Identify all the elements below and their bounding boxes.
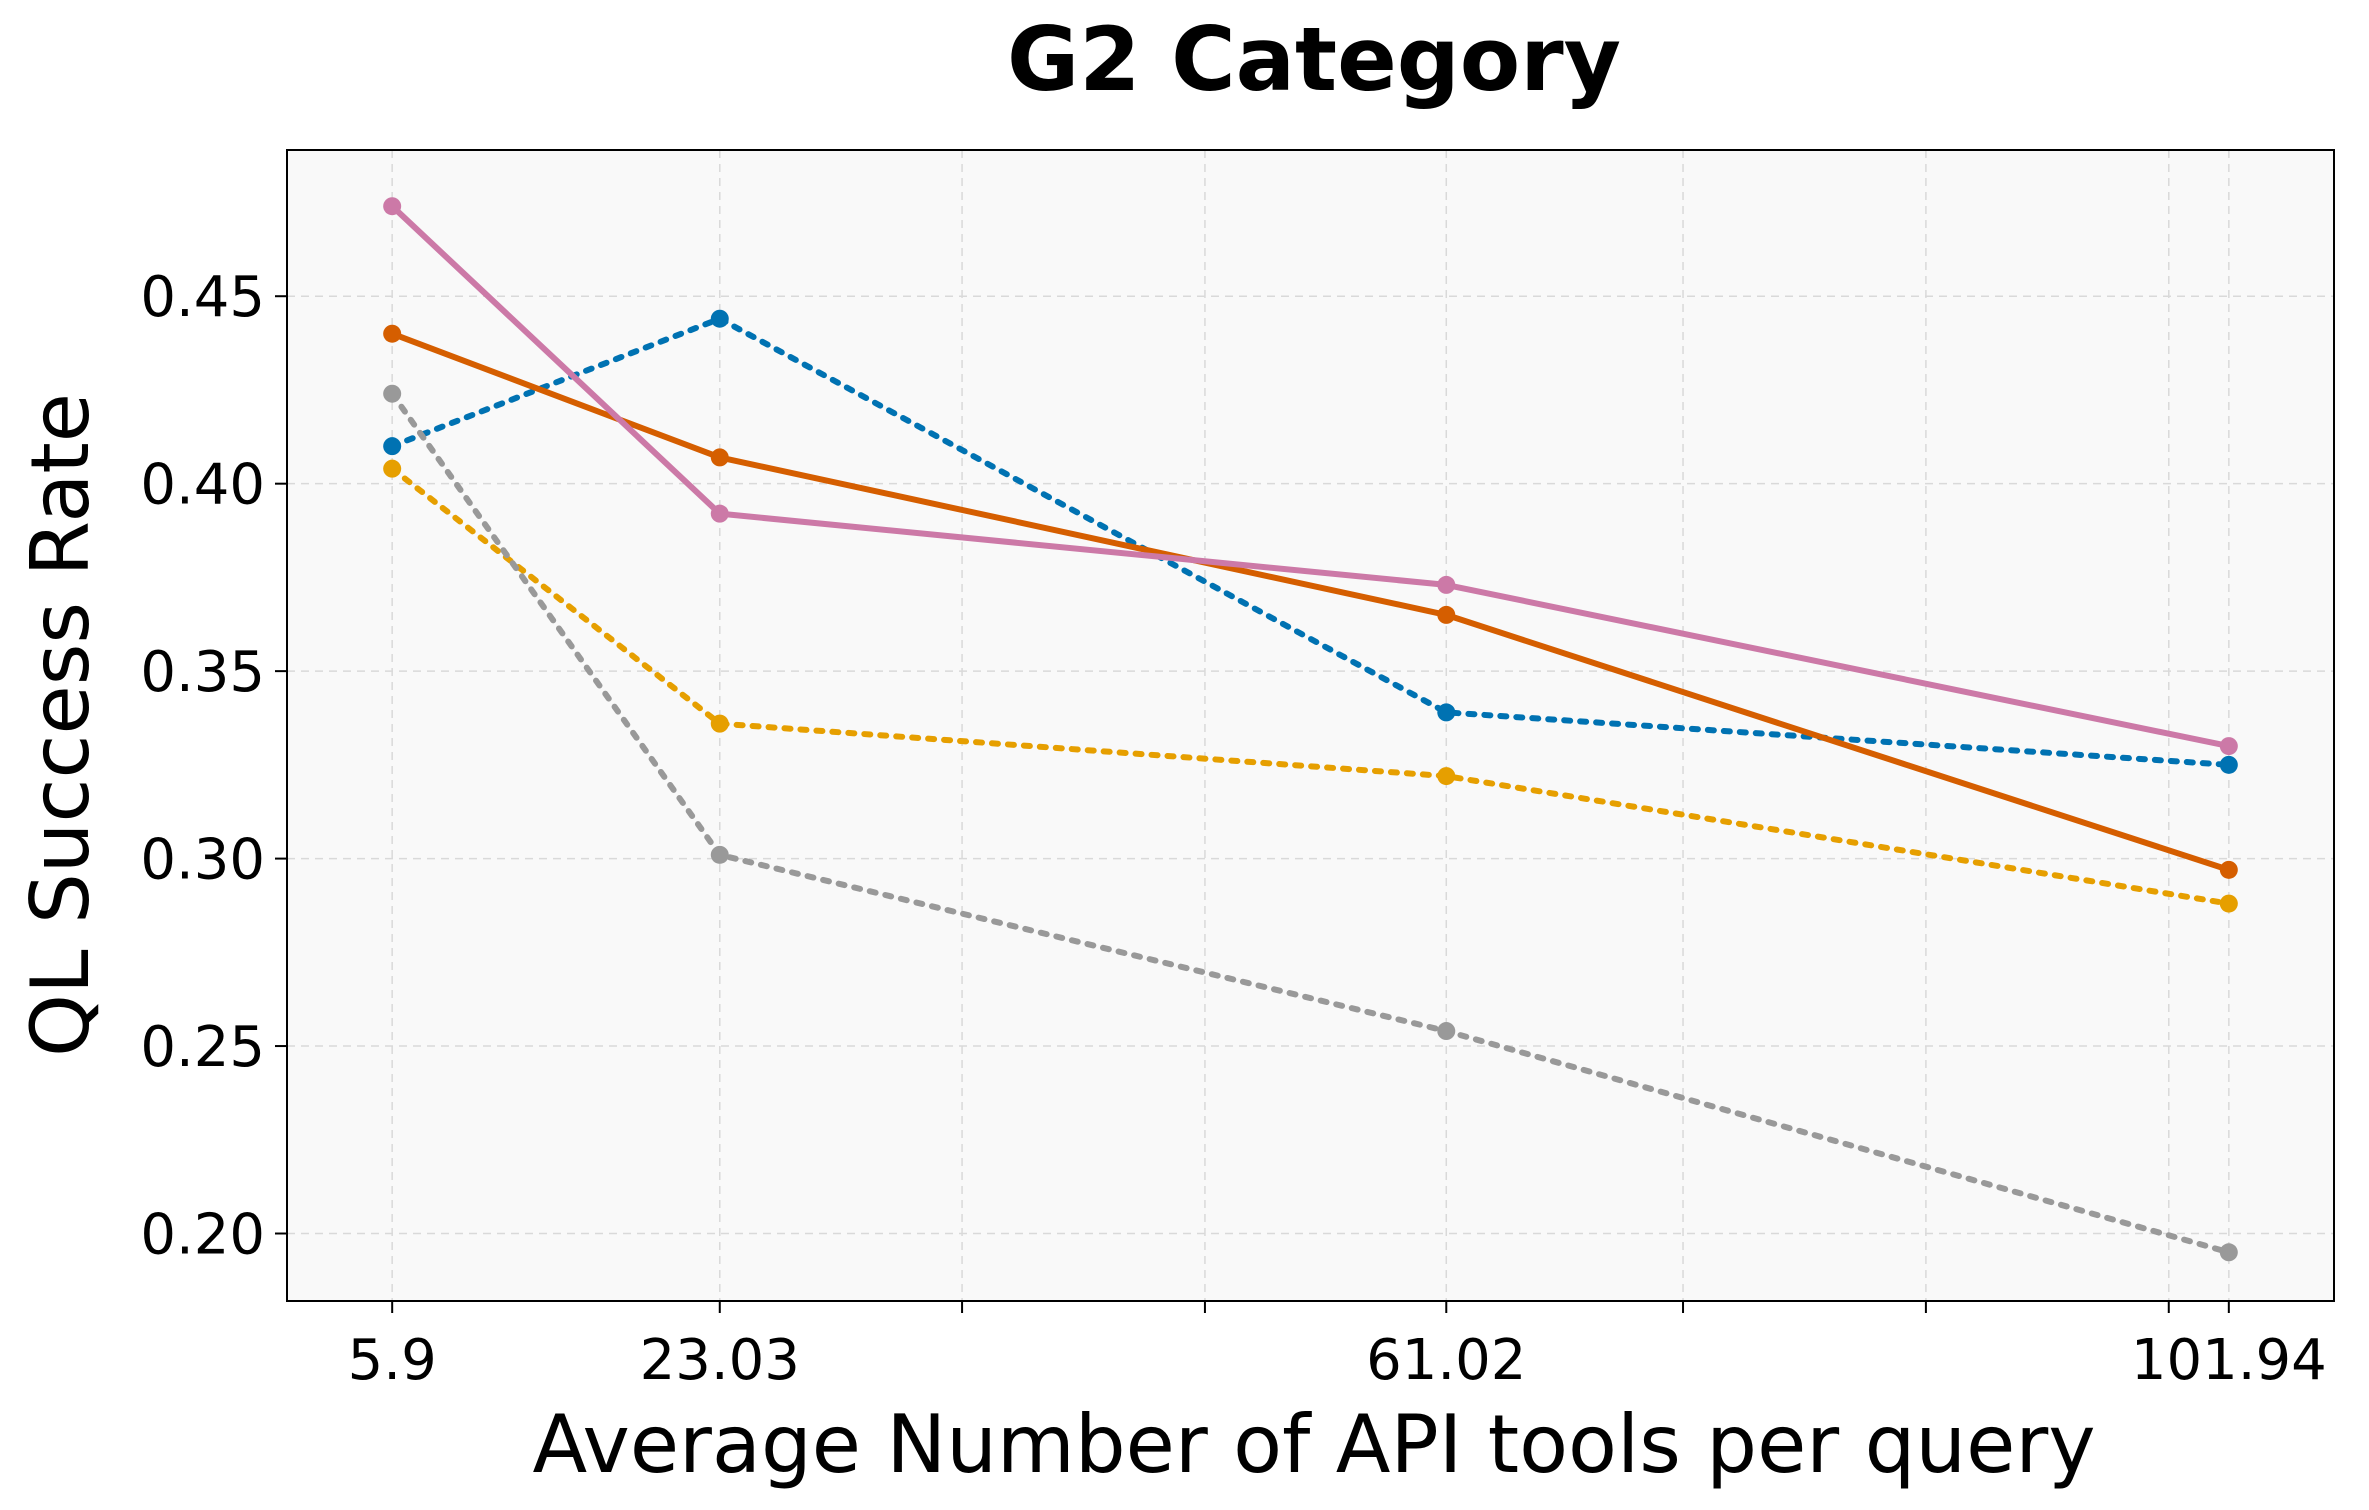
data-point [1437, 703, 1456, 722]
y-tick-label: 0.40 [140, 453, 265, 518]
x-axis: 5.9 23.03 61.02 101.94 [348, 1301, 2327, 1393]
series-line [389, 203, 2232, 750]
data-point [710, 714, 729, 733]
x-tick-label: 23.03 [640, 1328, 800, 1393]
data-point [1437, 767, 1456, 786]
y-tick-label: 0.45 [140, 265, 265, 330]
series-5 [383, 197, 2238, 756]
x-tick-label: 61.02 [1366, 1328, 1526, 1393]
data-point [2219, 755, 2238, 774]
series-line [389, 315, 2232, 768]
data-point [383, 197, 402, 216]
series-1 [383, 309, 2238, 774]
data-point [1437, 575, 1456, 594]
data-point [2219, 1243, 2238, 1262]
data-point [710, 845, 729, 864]
data-point [710, 309, 729, 328]
y-tick-label: 0.25 [140, 1015, 265, 1080]
data-point [710, 504, 729, 523]
data-point [2219, 894, 2238, 913]
data-point [1437, 605, 1456, 624]
y-axis-label: QL Success Rate [14, 393, 107, 1057]
x-axis-label: Average Number of API tools per query [532, 1398, 2095, 1491]
chart-title: G2 Category [1007, 8, 1621, 111]
series-3 [383, 384, 2238, 1262]
series-line [389, 390, 2232, 1256]
series-2 [383, 459, 2238, 913]
series-4 [383, 324, 2238, 879]
data-point [383, 437, 402, 456]
plot-frame [286, 149, 2335, 1302]
data-point [2219, 737, 2238, 756]
y-tick-label: 0.20 [140, 1203, 265, 1268]
x-tick-label: 101.94 [2131, 1328, 2327, 1393]
y-tick-label: 0.35 [140, 640, 265, 705]
data-point [2219, 860, 2238, 879]
data-point [710, 448, 729, 467]
y-axis: 0.20 0.25 0.30 0.35 0.40 0.45 [140, 265, 287, 1268]
series-line [389, 465, 2232, 907]
data-point [383, 384, 402, 403]
data-point [383, 459, 402, 478]
plot-area [287, 150, 2334, 1301]
x-tick-label: 5.9 [348, 1328, 437, 1393]
y-tick-label: 0.30 [140, 828, 265, 893]
data-point [1437, 1022, 1456, 1041]
data-point [383, 324, 402, 343]
series-line [389, 330, 2232, 873]
grid [287, 150, 2334, 1301]
series-layer [383, 197, 2238, 1262]
